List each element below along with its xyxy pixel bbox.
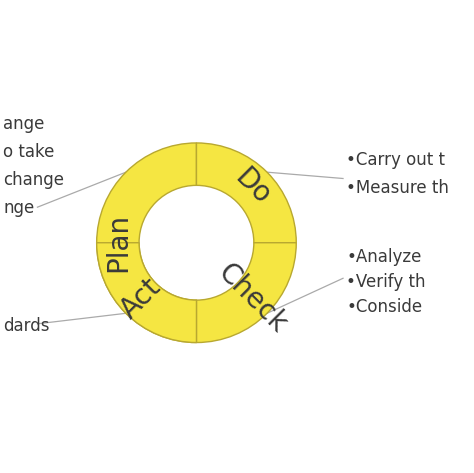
Wedge shape [97, 243, 196, 342]
Text: nge: nge [3, 200, 35, 218]
Text: Act: Act [115, 272, 166, 324]
Text: Plan: Plan [104, 213, 132, 272]
Wedge shape [97, 143, 196, 342]
Text: o take: o take [3, 143, 55, 161]
Text: •Verify th: •Verify th [346, 273, 426, 291]
Text: ange: ange [3, 115, 45, 133]
Wedge shape [196, 243, 296, 342]
Text: change: change [3, 171, 64, 189]
Text: Check: Check [212, 258, 292, 338]
Wedge shape [196, 143, 296, 243]
Text: •Analyze: •Analyze [346, 248, 421, 266]
Text: •Conside: •Conside [346, 298, 422, 316]
Text: Do: Do [228, 164, 275, 210]
Text: dards: dards [3, 317, 50, 335]
Text: •Carry out t: •Carry out t [346, 151, 445, 169]
Text: •Measure th: •Measure th [346, 179, 449, 197]
